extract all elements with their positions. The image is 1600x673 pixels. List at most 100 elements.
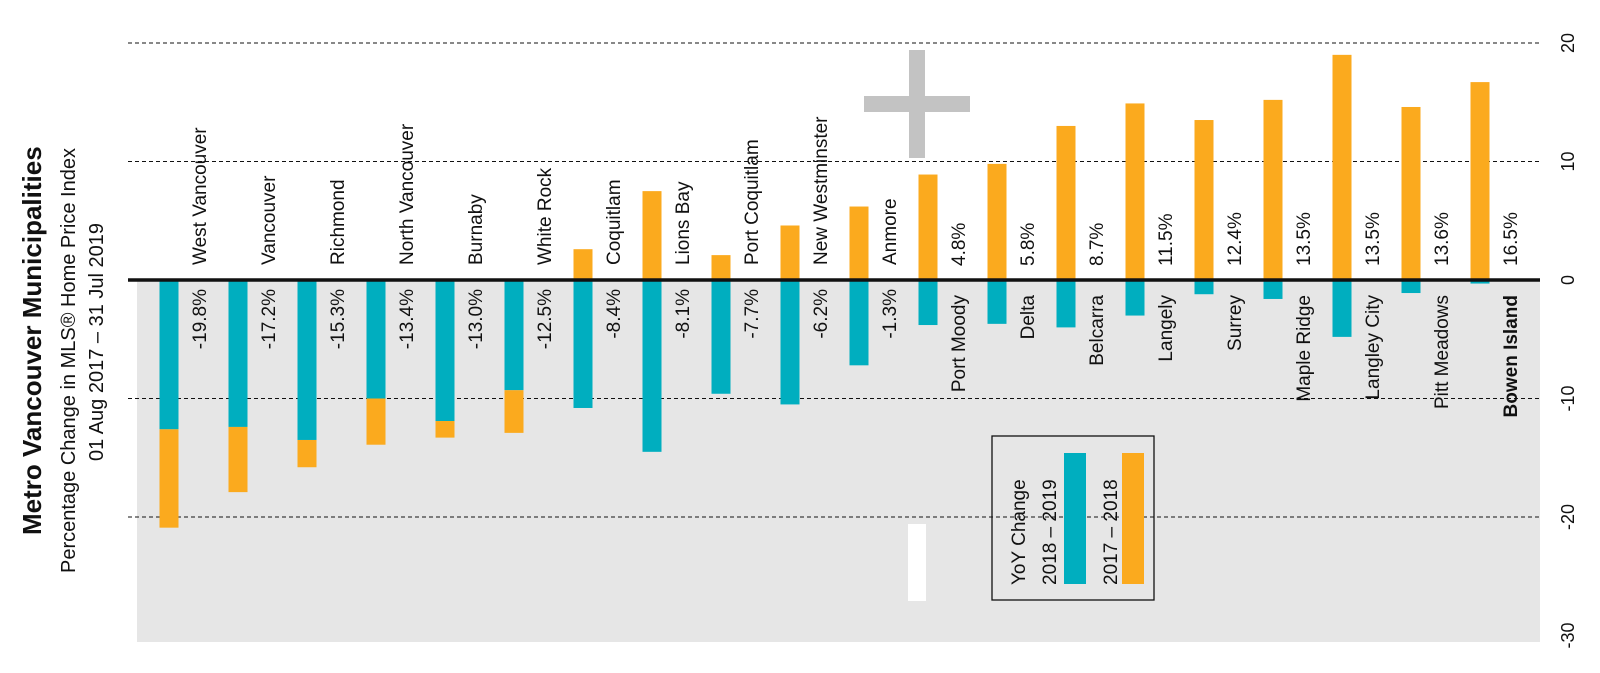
bar-2017-2018-white-rock <box>504 390 524 433</box>
bar-2017-2018-richmond <box>297 439 317 468</box>
total-label-richmond: -15.3% <box>328 289 349 349</box>
bar-2018-2019-burnaby <box>435 280 455 422</box>
bar-2017-2018-delta <box>987 163 1007 280</box>
category-label-north-vancouver: North Vancouver <box>397 123 418 265</box>
category-label-delta: Delta <box>1018 295 1039 340</box>
legend-label-2017-2018: 2017 – 2018 <box>1101 479 1122 585</box>
category-label-west-vancouver: West Vancouver <box>190 127 211 265</box>
total-label-langley-city: 13.5% <box>1363 212 1384 266</box>
total-label-port-moody: 4.8% <box>949 223 970 266</box>
total-label-port-coquitlam: -7.7% <box>742 289 763 339</box>
bar-2018-2019-port-moody <box>918 280 938 326</box>
total-label-vancouver: -17.2% <box>259 289 280 349</box>
category-label-coquitlam: Coquitlam <box>604 179 625 265</box>
bar-2018-2019-maple-ridge <box>1263 280 1283 299</box>
bar-2017-2018-surrey <box>1194 120 1214 281</box>
category-label-pitt-meadows: Pitt Meadows <box>1432 295 1453 409</box>
bar-2017-2018-maple-ridge <box>1263 99 1283 280</box>
bar-2018-2019-coquitlam <box>573 280 593 408</box>
legend-title: YoY Change <box>1009 479 1030 585</box>
bar-2017-2018-belcarra <box>1056 125 1076 280</box>
legend-swatch-2017-2018 <box>1122 453 1144 584</box>
category-label-burnaby: Burnaby <box>466 194 487 265</box>
total-percent-labels: -19.8% -17.2% -15.3% -13.4% -13.0% -12.5% -8.4… <box>190 212 1522 349</box>
chart-subtitle-line1: Percentage Change in MLS® Home Price Ind… <box>58 148 80 573</box>
category-label-port-coquitlam: Port Coquitlam <box>742 139 763 265</box>
bar-2017-2018-coquitlam <box>573 249 593 280</box>
bar-2018-2019-richmond <box>297 280 317 440</box>
total-label-surrey: 12.4% <box>1225 212 1246 266</box>
tick-label-0: 0 <box>1558 275 1578 285</box>
bar-2017-2018-vancouver <box>228 426 248 493</box>
total-label-new-westminster: -6.2% <box>811 289 832 339</box>
total-label-maple-ridge: 13.5% <box>1294 212 1315 266</box>
category-label-vancouver: Vancouver <box>259 175 280 265</box>
category-label-langely: Langely <box>1156 295 1177 362</box>
bar-2018-2019-belcarra <box>1056 280 1076 328</box>
tick-label-20: 20 <box>1558 33 1578 53</box>
bar-2018-2019-delta <box>987 280 1007 324</box>
bar-2018-2019-anmore <box>849 280 869 366</box>
legend: YoY Change 2018 – 2019 2017 – 2018 <box>991 435 1155 601</box>
bar-2017-2018-langley-city <box>1332 54 1352 280</box>
total-label-lions-bay: -8.1% <box>673 289 694 339</box>
bar-2018-2019-north-vancouver <box>366 280 386 399</box>
category-label-belcarra: Belcarra <box>1087 295 1108 366</box>
bar-2018-2019-langely <box>1125 280 1145 316</box>
total-label-coquitlam: -8.4% <box>604 289 625 339</box>
legend-box <box>991 435 1155 601</box>
total-label-pitt-meadows: 13.6% <box>1432 212 1453 266</box>
bar-2018-2019-vancouver <box>228 280 248 427</box>
total-label-burnaby: -13.0% <box>466 289 487 349</box>
total-label-langely: 11.5% <box>1156 213 1177 266</box>
bar-2017-2018-west-vancouver <box>159 429 179 528</box>
bar-2018-2019-west-vancouver <box>159 280 179 430</box>
total-label-delta: 5.8% <box>1018 223 1039 266</box>
category-label-new-westminster: New Westminster <box>811 116 832 265</box>
bar-2017-2018-north-vancouver <box>366 398 386 445</box>
category-label-white-rock: White Rock <box>535 167 556 265</box>
bar-2018-2019-white-rock <box>504 280 524 391</box>
category-label-bowen-island: Bowen Island <box>1501 295 1522 417</box>
total-label-north-vancouver: -13.4% <box>397 289 418 349</box>
tick-label-10: -10 <box>1558 385 1578 411</box>
bar-2018-2019-port-coquitlam <box>711 280 731 394</box>
bar-2017-2018-burnaby <box>435 421 455 438</box>
bar-2017-2018-port-coquitlam <box>711 255 731 280</box>
gridlines <box>128 42 1540 518</box>
total-label-bowen-island: 16.5% <box>1501 212 1522 266</box>
bar-2017-2018-lions-bay <box>642 191 662 280</box>
category-label-lions-bay: Lions Bay <box>673 181 694 265</box>
bar-2017-2018-langely <box>1125 103 1145 280</box>
legend-label-2018-2019: 2018 – 2019 <box>1040 479 1061 585</box>
bar-2017-2018-pitt-meadows <box>1401 106 1421 281</box>
tick-label-30: -30 <box>1558 622 1578 648</box>
total-label-anmore: -1.3% <box>880 289 901 339</box>
bar-2018-2019-new-westminster <box>780 280 800 405</box>
category-labels: West Vancouver Vancouver Richmond North Van… <box>190 116 1522 418</box>
legend-swatch-2018-2019 <box>1064 453 1086 584</box>
bar-2018-2019-langley-city <box>1332 280 1352 337</box>
bar-2018-2019-lions-bay <box>642 280 662 452</box>
bar-2018-2019-surrey <box>1194 280 1214 295</box>
tick-label-20: -20 <box>1558 504 1578 530</box>
plus-mark-icon <box>864 50 970 158</box>
category-label-langley-city: Langley City <box>1363 295 1384 400</box>
bar-2018-2019-bowen-island <box>1470 280 1490 284</box>
total-label-white-rock: -12.5% <box>535 289 556 349</box>
bar-2018-2019-pitt-meadows <box>1401 280 1421 294</box>
minus-mark-icon <box>908 524 926 601</box>
bar-2017-2018-anmore <box>849 206 869 280</box>
total-label-west-vancouver: -19.8% <box>190 289 211 349</box>
value-axis-ticks: 20 10 0 -10 -20 -30 <box>1558 33 1578 649</box>
bar-2017-2018-bowen-island <box>1470 82 1490 280</box>
chart-title: Metro Vancouver Municipalities <box>17 146 47 535</box>
bars <box>159 54 1490 528</box>
bar-2017-2018-port-moody <box>918 174 938 280</box>
category-label-maple-ridge: Maple Ridge <box>1294 295 1315 402</box>
category-label-surrey: Surrey <box>1225 295 1246 351</box>
category-label-richmond: Richmond <box>328 179 349 265</box>
tick-label-10: 10 <box>1558 151 1578 171</box>
category-label-anmore: Anmore <box>880 198 901 265</box>
